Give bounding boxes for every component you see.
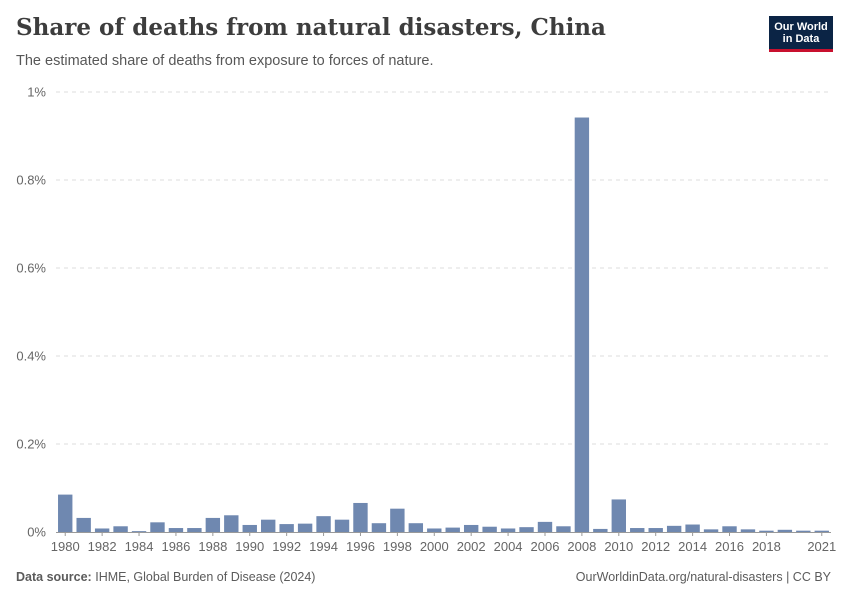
x-tick-label: 2008: [567, 539, 596, 554]
bar-2007[interactable]: [556, 526, 571, 532]
bar-1993[interactable]: [297, 523, 313, 532]
y-tick-label: 0.4%: [16, 349, 46, 364]
bar-1981[interactable]: [76, 517, 91, 532]
bar-1987[interactable]: [187, 528, 202, 532]
x-tick-label: 1998: [383, 539, 412, 554]
bar-2019[interactable]: [777, 529, 793, 532]
x-tick-label: 2004: [494, 539, 523, 554]
x-tick-label: 2010: [604, 539, 633, 554]
bar-2013[interactable]: [666, 525, 682, 532]
bar-1991[interactable]: [261, 519, 276, 532]
y-tick-label: 0.2%: [16, 437, 46, 452]
bar-1983[interactable]: [113, 526, 128, 532]
bar-1992[interactable]: [279, 524, 294, 532]
bar-2012[interactable]: [648, 528, 663, 532]
bar-1984[interactable]: [131, 531, 147, 532]
bar-2010[interactable]: [611, 499, 626, 532]
y-tick-label: 0.6%: [16, 261, 46, 276]
data-source-text[interactable]: IHME, Global Burden of Disease (2024): [95, 570, 316, 584]
bar-1999[interactable]: [408, 523, 424, 532]
x-tick-label: 1982: [88, 539, 117, 554]
bar-2005[interactable]: [519, 527, 534, 532]
bar-1982[interactable]: [94, 528, 110, 532]
x-tick-label: 1986: [161, 539, 190, 554]
logo-line-1: Our World: [774, 21, 828, 33]
bar-2021[interactable]: [814, 530, 829, 532]
bar-2008[interactable]: [574, 117, 590, 533]
bar-1995[interactable]: [334, 519, 350, 532]
bar-1988[interactable]: [205, 517, 221, 532]
bar-1996[interactable]: [353, 502, 368, 532]
bar-2009[interactable]: [593, 528, 608, 532]
x-tick-label: 1988: [198, 539, 227, 554]
bar-2017[interactable]: [740, 529, 756, 532]
bar-2016[interactable]: [722, 526, 737, 532]
bar-2014[interactable]: [685, 524, 700, 532]
bar-2015[interactable]: [703, 529, 719, 532]
credit-link[interactable]: OurWorldinData.org/natural-disasters | C…: [575, 570, 831, 584]
bar-1997[interactable]: [371, 523, 387, 532]
bar-2018[interactable]: [759, 530, 774, 532]
bar-1990[interactable]: [242, 524, 257, 532]
y-tick-label: 0.8%: [16, 173, 46, 188]
logo-line-2: in Data: [782, 33, 820, 45]
x-tick-label: 2006: [531, 539, 560, 554]
x-tick-label: 2014: [678, 539, 707, 554]
y-tick-label: 1%: [27, 85, 46, 100]
x-tick-label: 1996: [346, 539, 375, 554]
x-tick-label: 2000: [420, 539, 449, 554]
bar-2006[interactable]: [537, 521, 553, 532]
chart-title: Share of deaths from natural disasters, …: [16, 14, 606, 41]
bar-1980[interactable]: [58, 494, 73, 532]
bar-2020[interactable]: [796, 530, 811, 532]
x-tick-label: 2016: [715, 539, 744, 554]
data-source-label: Data source:: [16, 570, 92, 584]
bar-1994[interactable]: [316, 516, 331, 532]
chart-subtitle: The estimated share of deaths from expos…: [16, 53, 434, 69]
x-tick-label: 1980: [51, 539, 80, 554]
bar-2011[interactable]: [630, 528, 645, 532]
bar-2002[interactable]: [463, 524, 479, 532]
x-tick-label: 1992: [272, 539, 301, 554]
bar-1986[interactable]: [168, 528, 184, 532]
data-source: Data source: IHME, Global Burden of Dise…: [16, 570, 315, 584]
x-tick-label: 2018: [752, 539, 781, 554]
bar-1998[interactable]: [390, 508, 405, 532]
x-tick-label: 2021: [807, 539, 836, 554]
x-tick-label: 1990: [235, 539, 264, 554]
x-tick-label: 2002: [457, 539, 486, 554]
bar-1985[interactable]: [150, 522, 165, 532]
bar-2004[interactable]: [500, 528, 516, 532]
bar-2003[interactable]: [482, 526, 497, 532]
y-tick-label: 0%: [27, 525, 46, 540]
x-tick-label: 1994: [309, 539, 338, 554]
x-tick-label: 1984: [125, 539, 154, 554]
bar-1989[interactable]: [224, 515, 239, 532]
bar-2000[interactable]: [427, 528, 442, 532]
x-tick-label: 2012: [641, 539, 670, 554]
owid-logo[interactable]: Our World in Data: [769, 16, 833, 52]
bar-2001[interactable]: [445, 527, 460, 532]
